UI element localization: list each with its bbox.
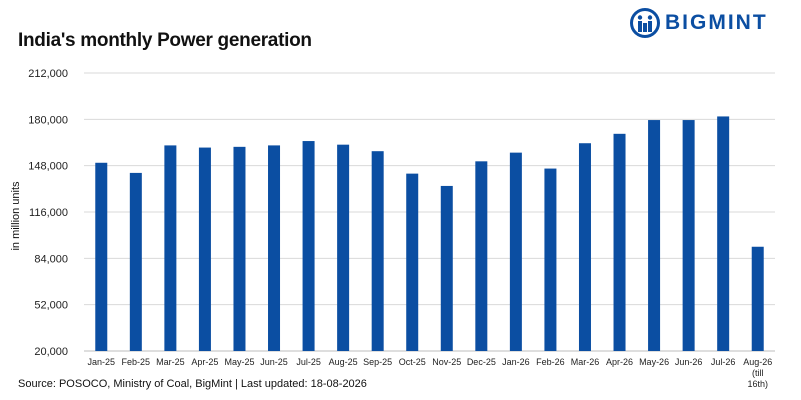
bar (95, 162, 108, 351)
x-tick-label: (till (752, 368, 764, 378)
x-tick-label: Mar-26 (571, 357, 600, 367)
x-tick-label: Jul-26 (711, 357, 736, 367)
x-tick-label: Jul-25 (296, 357, 321, 367)
bar (682, 120, 695, 352)
x-tick-label: Feb-25 (122, 357, 151, 367)
bar (371, 151, 384, 351)
y-tick-label: 148,000 (28, 161, 68, 173)
x-tick-label: Aug-25 (329, 357, 358, 367)
bar (613, 133, 626, 351)
x-tick-label: Apr-25 (191, 357, 218, 367)
chart-title: India's monthly Power generation (18, 30, 312, 51)
bar (164, 145, 177, 351)
x-tick-label: Jun-25 (260, 357, 288, 367)
y-tick-label: 180,000 (28, 114, 68, 126)
x-tick-label: Sep-25 (363, 357, 392, 367)
bar (440, 185, 453, 351)
bigmint-logo: BIGMINT (630, 7, 768, 39)
x-tick-label: Oct-25 (399, 357, 426, 367)
x-tick-label: Jan-25 (88, 357, 116, 367)
bar (268, 145, 281, 351)
bar (509, 152, 522, 351)
x-tick-label: 16th) (747, 379, 768, 389)
x-tick-label: May-26 (639, 357, 669, 367)
bigmint-logo-icon (630, 8, 660, 38)
bar (578, 143, 591, 351)
bar (406, 173, 419, 351)
x-tick-label: Aug-26 (743, 357, 772, 367)
source-note: Source: POSOCO, Ministry of Coal, BigMin… (18, 378, 367, 390)
y-tick-label: 212,000 (28, 68, 68, 80)
x-tick-label: May-25 (224, 357, 254, 367)
x-tick-label: Feb-26 (536, 357, 565, 367)
x-tick-label: Dec-25 (467, 357, 496, 367)
y-tick-label: 84,000 (34, 253, 68, 265)
bar (475, 161, 488, 351)
bar (233, 146, 246, 351)
bar (544, 168, 557, 351)
y-tick-label: 20,000 (34, 346, 68, 358)
x-tick-label: Nov-25 (432, 357, 461, 367)
x-tick-label: Jan-26 (502, 357, 530, 367)
y-tick-label: 116,000 (29, 207, 68, 219)
x-tick-label: Apr-26 (606, 357, 633, 367)
brand-name: BIGMINT (665, 11, 768, 34)
bar (198, 147, 211, 351)
x-tick-label: Mar-25 (156, 357, 185, 367)
bar (717, 116, 730, 351)
bar (337, 144, 350, 351)
bar (302, 141, 315, 351)
x-tick-label: Jun-26 (675, 357, 703, 367)
bar (751, 246, 764, 351)
bar (129, 172, 142, 351)
bar (648, 120, 661, 352)
y-tick-label: 52,000 (34, 300, 68, 312)
